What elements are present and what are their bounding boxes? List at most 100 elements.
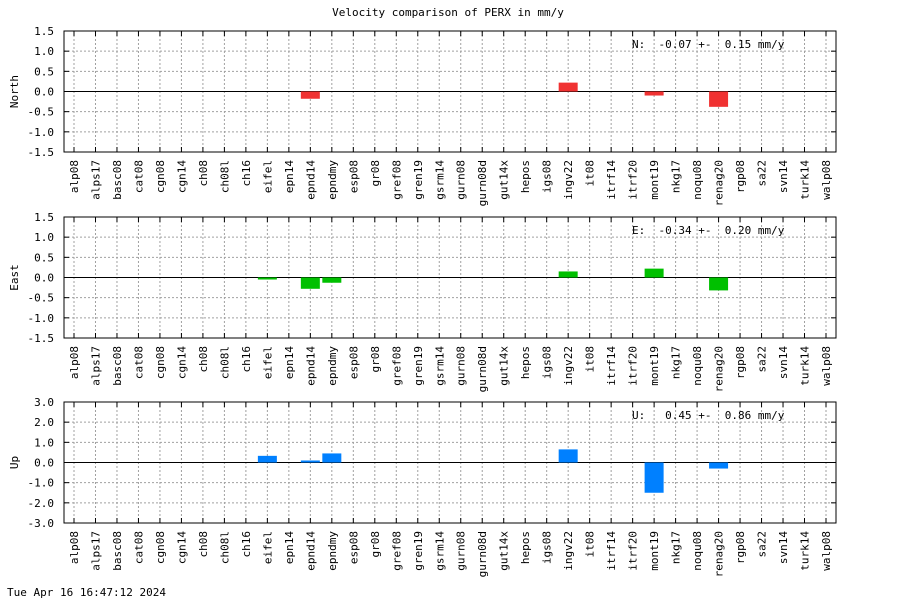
x-tick-label: svn14 — [777, 531, 790, 564]
y-tick-label: 0.0 — [34, 272, 54, 285]
y-tick-label: 1.5 — [34, 211, 54, 224]
x-tick-label: itrf20 — [627, 160, 640, 200]
y-tick-label: 0.0 — [34, 457, 54, 470]
bar-north-mont19 — [644, 91, 664, 96]
x-tick-label: alps17 — [89, 160, 102, 200]
timestamp: Tue Apr 16 16:47:12 2024 — [7, 586, 166, 599]
x-tick-label: ingv22 — [562, 346, 575, 386]
x-tick-label: gurn08d — [476, 160, 489, 206]
x-tick-label: hepos — [519, 160, 532, 193]
x-tick-label: igs08 — [541, 160, 554, 193]
chart-title: Velocity comparison of PERX in mm/y — [332, 6, 564, 19]
x-tick-label: rgp08 — [734, 531, 747, 564]
bar-east-mont19 — [644, 268, 664, 278]
x-tick-label: cgn14 — [175, 531, 188, 564]
stat-label: U: 0.45 +- 0.86 mm/y — [632, 409, 785, 422]
x-tick-label: noqu08 — [691, 346, 704, 386]
stat-label: E: -0.34 +- 0.20 mm/y — [632, 224, 785, 237]
x-tick-label: gurn08d — [476, 346, 489, 392]
bar-east-epnd14 — [300, 277, 320, 289]
x-tick-label: ch08l — [218, 346, 231, 379]
y-tick-label: 1.0 — [34, 231, 54, 244]
x-tick-label: walp08 — [820, 160, 833, 200]
x-tick-label: alp08 — [68, 160, 81, 193]
x-tick-label: nkg17 — [670, 346, 683, 379]
x-tick-label: turk14 — [799, 531, 812, 571]
x-tick-label: epnd14 — [304, 346, 317, 386]
x-tick-label: gut14x — [498, 531, 511, 571]
y-tick-label: 2.0 — [34, 416, 54, 429]
x-tick-label: gren19 — [412, 160, 425, 200]
bar-up-epndmy — [322, 453, 342, 463]
x-tick-label: eifel — [261, 160, 274, 193]
y-axis-label: North — [8, 75, 21, 108]
x-tick-label: basc08 — [111, 531, 124, 571]
y-tick-label: 1.5 — [34, 25, 54, 38]
x-tick-label: it08 — [584, 160, 597, 187]
x-tick-label: eifel — [261, 346, 274, 379]
x-tick-label: renag20 — [713, 346, 726, 392]
bar-up-ingv22 — [558, 449, 578, 463]
x-tick-label: ingv22 — [562, 160, 575, 200]
x-tick-label: alp08 — [68, 346, 81, 379]
x-tick-label: cat08 — [132, 531, 145, 564]
x-tick-label: turk14 — [799, 346, 812, 386]
x-tick-label: ch16 — [240, 346, 253, 373]
y-tick-label: -1.5 — [28, 332, 55, 345]
bar-north-epnd14 — [300, 91, 320, 99]
bar-up-eifel — [257, 455, 277, 463]
x-tick-label: esp08 — [347, 346, 360, 379]
x-tick-label: nkg17 — [670, 531, 683, 564]
x-tick-label: gref08 — [390, 346, 403, 386]
y-tick-label: 1.0 — [34, 436, 54, 449]
plot-frame — [63, 216, 837, 339]
x-tick-label: gut14x — [498, 160, 511, 200]
x-tick-label: basc08 — [111, 160, 124, 200]
x-tick-label: svn14 — [777, 346, 790, 379]
x-tick-label: eifel — [261, 531, 274, 564]
y-tick-label: -2.0 — [28, 497, 55, 510]
x-tick-label: gr08 — [369, 346, 382, 373]
y-tick-label: -0.5 — [28, 292, 55, 305]
x-tick-label: gsrm14 — [433, 531, 446, 571]
x-tick-label: gurn08 — [455, 531, 468, 571]
x-tick-label: sa22 — [756, 160, 769, 187]
x-tick-label: gurn08 — [455, 346, 468, 386]
x-tick-label: epnd14 — [304, 160, 317, 200]
x-tick-label: alps17 — [89, 531, 102, 571]
x-tick-label: rgp08 — [734, 160, 747, 193]
x-tick-label: ch16 — [240, 531, 253, 558]
x-tick-label: renag20 — [713, 160, 726, 206]
x-tick-label: cat08 — [132, 160, 145, 193]
x-tick-label: gr08 — [369, 531, 382, 558]
x-tick-label: walp08 — [820, 531, 833, 571]
x-tick-label: sa22 — [756, 531, 769, 558]
x-tick-label: it08 — [584, 346, 597, 373]
plot-frame — [63, 30, 837, 153]
x-tick-label: cat08 — [132, 346, 145, 379]
x-tick-label: mont19 — [648, 160, 661, 200]
x-tick-label: svn14 — [777, 160, 790, 193]
x-tick-label: esp08 — [347, 160, 360, 193]
y-axis-label: East — [8, 264, 21, 291]
y-tick-label: 0.5 — [34, 251, 54, 264]
x-tick-label: cgn08 — [154, 346, 167, 379]
x-tick-label: cgn14 — [175, 346, 188, 379]
x-tick-label: itrf20 — [627, 346, 640, 386]
x-tick-label: gref08 — [390, 160, 403, 200]
y-tick-label: 0.5 — [34, 65, 54, 78]
bar-up-epnd14 — [300, 460, 320, 463]
x-tick-label: noqu08 — [691, 531, 704, 571]
x-tick-label: gren19 — [412, 346, 425, 386]
x-tick-label: hepos — [519, 346, 532, 379]
x-tick-label: ch16 — [240, 160, 253, 187]
y-tick-label: -1.0 — [28, 312, 55, 325]
x-tick-label: gut14x — [498, 346, 511, 386]
x-tick-label: ch08 — [197, 346, 210, 373]
x-tick-label: mont19 — [648, 531, 661, 571]
x-tick-label: basc08 — [111, 346, 124, 386]
y-tick-label: 0.0 — [34, 86, 54, 99]
x-tick-label: cgn14 — [175, 160, 188, 193]
y-tick-label: 1.0 — [34, 45, 54, 58]
